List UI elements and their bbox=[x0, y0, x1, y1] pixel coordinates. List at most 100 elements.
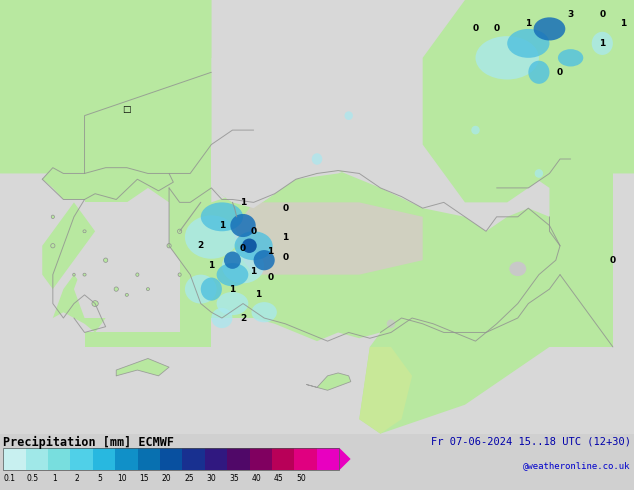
Text: 1: 1 bbox=[250, 267, 257, 276]
Text: 0: 0 bbox=[494, 24, 500, 33]
Polygon shape bbox=[613, 0, 634, 347]
Ellipse shape bbox=[103, 258, 108, 262]
Bar bbox=[115, 448, 138, 470]
Ellipse shape bbox=[252, 302, 277, 322]
Text: 50: 50 bbox=[296, 474, 306, 483]
Ellipse shape bbox=[312, 153, 322, 165]
Text: 25: 25 bbox=[184, 474, 194, 483]
Polygon shape bbox=[254, 202, 486, 289]
Ellipse shape bbox=[507, 29, 550, 58]
Text: 0: 0 bbox=[240, 244, 246, 253]
Text: 1: 1 bbox=[255, 291, 261, 299]
Text: 35: 35 bbox=[229, 474, 239, 483]
Text: 0: 0 bbox=[610, 256, 616, 265]
Ellipse shape bbox=[242, 239, 257, 253]
Ellipse shape bbox=[534, 169, 543, 178]
Text: 0: 0 bbox=[557, 68, 563, 77]
Polygon shape bbox=[211, 202, 465, 289]
Polygon shape bbox=[0, 173, 84, 347]
Text: 1: 1 bbox=[230, 285, 236, 294]
Bar bbox=[294, 448, 317, 470]
Text: 1: 1 bbox=[599, 39, 605, 48]
Text: 1: 1 bbox=[53, 474, 57, 483]
Text: 0.5: 0.5 bbox=[26, 474, 38, 483]
Text: 15: 15 bbox=[139, 474, 149, 483]
Text: Precipitation [mm] ECMWF: Precipitation [mm] ECMWF bbox=[3, 436, 174, 449]
Ellipse shape bbox=[528, 61, 550, 84]
Ellipse shape bbox=[558, 49, 583, 67]
Text: □: □ bbox=[122, 105, 131, 114]
Polygon shape bbox=[116, 359, 169, 376]
Polygon shape bbox=[53, 274, 127, 332]
Text: 45: 45 bbox=[274, 474, 283, 483]
Bar bbox=[70, 448, 93, 470]
Polygon shape bbox=[42, 168, 173, 199]
Bar bbox=[317, 448, 339, 470]
Text: 0: 0 bbox=[599, 10, 605, 19]
Ellipse shape bbox=[254, 250, 275, 270]
Bar bbox=[3, 448, 25, 470]
Text: 1: 1 bbox=[525, 19, 531, 27]
Ellipse shape bbox=[146, 288, 150, 291]
Ellipse shape bbox=[178, 273, 181, 276]
Polygon shape bbox=[84, 202, 169, 318]
Ellipse shape bbox=[51, 244, 55, 248]
Polygon shape bbox=[0, 0, 211, 173]
Polygon shape bbox=[423, 0, 634, 202]
Ellipse shape bbox=[92, 301, 98, 306]
Polygon shape bbox=[179, 202, 254, 225]
Ellipse shape bbox=[509, 262, 526, 276]
Text: 1: 1 bbox=[208, 262, 214, 270]
Text: 1: 1 bbox=[282, 233, 288, 242]
Polygon shape bbox=[53, 72, 254, 173]
Bar bbox=[205, 448, 227, 470]
Polygon shape bbox=[211, 318, 380, 434]
Text: 1: 1 bbox=[219, 221, 225, 230]
Text: Fr 07-06-2024 15..18 UTC (12+30): Fr 07-06-2024 15..18 UTC (12+30) bbox=[431, 437, 631, 446]
Text: 0: 0 bbox=[268, 273, 273, 282]
Bar bbox=[227, 448, 250, 470]
Bar bbox=[48, 448, 70, 470]
Text: @weatheronline.co.uk: @weatheronline.co.uk bbox=[523, 461, 631, 470]
Ellipse shape bbox=[201, 202, 243, 231]
Polygon shape bbox=[84, 217, 179, 332]
Ellipse shape bbox=[476, 36, 539, 79]
Ellipse shape bbox=[167, 244, 171, 248]
Text: 0: 0 bbox=[250, 227, 257, 236]
Ellipse shape bbox=[235, 231, 273, 260]
Ellipse shape bbox=[592, 32, 613, 55]
Polygon shape bbox=[339, 448, 351, 470]
Text: 0: 0 bbox=[282, 253, 288, 262]
Text: 2: 2 bbox=[240, 314, 246, 322]
Ellipse shape bbox=[126, 294, 128, 296]
Polygon shape bbox=[169, 171, 560, 341]
Bar bbox=[93, 448, 115, 470]
Ellipse shape bbox=[230, 214, 256, 237]
Polygon shape bbox=[74, 188, 169, 318]
Bar bbox=[25, 448, 48, 470]
Text: 2: 2 bbox=[198, 241, 204, 250]
Ellipse shape bbox=[114, 287, 119, 291]
Bar bbox=[183, 448, 205, 470]
Polygon shape bbox=[359, 347, 412, 434]
Bar bbox=[138, 448, 160, 470]
Bar bbox=[160, 448, 183, 470]
Ellipse shape bbox=[73, 273, 75, 276]
Ellipse shape bbox=[185, 274, 217, 303]
Ellipse shape bbox=[211, 308, 233, 328]
Polygon shape bbox=[0, 0, 211, 145]
Text: 10: 10 bbox=[117, 474, 127, 483]
Text: 2: 2 bbox=[75, 474, 79, 483]
Bar bbox=[3, 448, 339, 470]
Ellipse shape bbox=[224, 251, 241, 269]
Text: 0: 0 bbox=[472, 24, 479, 33]
Ellipse shape bbox=[136, 273, 139, 276]
Text: 0.1: 0.1 bbox=[4, 474, 16, 483]
Ellipse shape bbox=[344, 111, 353, 120]
Ellipse shape bbox=[83, 273, 86, 276]
Ellipse shape bbox=[387, 319, 395, 328]
Ellipse shape bbox=[217, 292, 249, 315]
Text: 0: 0 bbox=[282, 204, 288, 213]
Bar bbox=[250, 448, 272, 470]
Ellipse shape bbox=[201, 277, 222, 301]
